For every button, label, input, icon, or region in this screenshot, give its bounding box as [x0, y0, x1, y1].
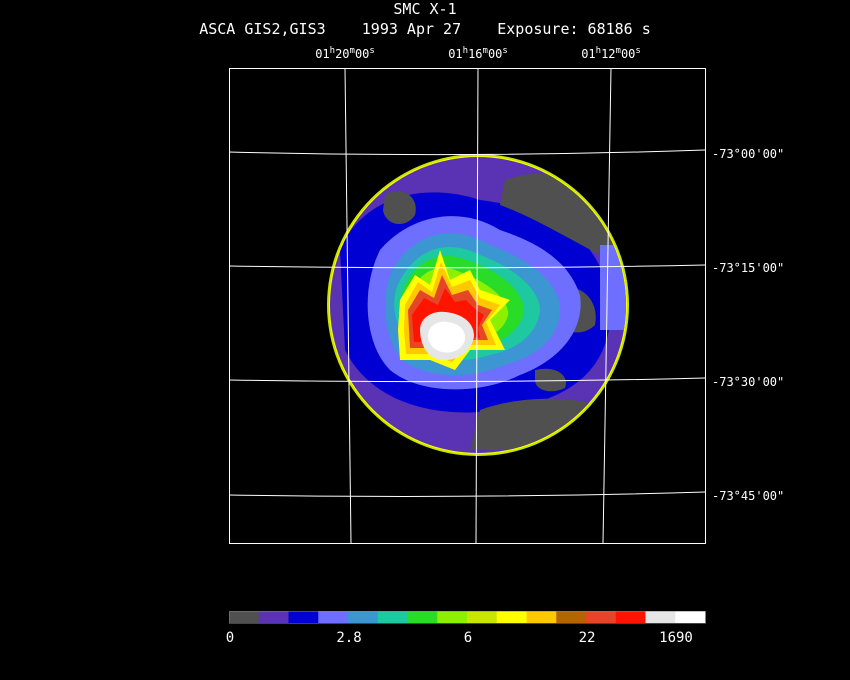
colorbar-tick-label: 1690 — [659, 630, 693, 646]
image-subtitle: ASCA GIS2,GIS3 1993 Apr 27 Exposure: 681… — [199, 20, 651, 38]
colorbar-swatch — [258, 611, 289, 623]
dec-gridline-3 — [228, 377, 706, 383]
colorbar-swatch — [288, 611, 319, 623]
colorbar-swatch — [229, 611, 260, 623]
ra-gridline-1 — [344, 67, 352, 544]
colorbar-swatch — [318, 611, 349, 623]
colorbar-swatch — [437, 611, 468, 623]
colorbar-swatch — [526, 611, 557, 623]
ra-label-1: 01h20m00s — [315, 46, 375, 61]
colorbar-swatch — [377, 611, 408, 623]
xray-emission-map — [327, 154, 629, 456]
colorbar-swatch — [675, 611, 706, 623]
image-title: SMC X-1 — [393, 0, 457, 18]
colorbar-swatch — [556, 611, 587, 623]
colorbar — [229, 611, 706, 623]
ra-gridline-2 — [475, 67, 479, 544]
dec-label-3: -73°30'00" — [712, 375, 785, 389]
dec-gridline-4 — [228, 491, 706, 497]
colorbar-swatch — [467, 611, 498, 623]
ra-gridline-3 — [602, 67, 612, 544]
colorbar-swatch — [348, 611, 379, 623]
colorbar-swatch — [407, 611, 438, 623]
dec-label-4: -73°45'00" — [712, 489, 785, 503]
colorbar-swatch — [615, 611, 646, 623]
colorbar-swatch — [496, 611, 527, 623]
colorbar-swatch — [645, 611, 676, 623]
colorbar-tick-label: 0 — [225, 630, 235, 646]
coordinate-grid — [228, 67, 706, 544]
ra-label-2: 01h16m00s — [448, 46, 508, 61]
dec-label-1: -73°00'00" — [712, 147, 785, 161]
colorbar-swatch — [586, 611, 617, 623]
plot-frame — [229, 68, 706, 544]
dec-label-2: -73°15'00" — [712, 261, 785, 275]
colorbar-tick-label: 2.8 — [336, 630, 362, 646]
colorbar-tick-label: 6 — [463, 630, 473, 646]
ra-label-3: 01h12m00s — [581, 46, 641, 61]
dec-gridline-1 — [228, 149, 706, 156]
dec-gridline-2 — [228, 264, 706, 269]
colorbar-tick-label: 22 — [578, 630, 596, 646]
